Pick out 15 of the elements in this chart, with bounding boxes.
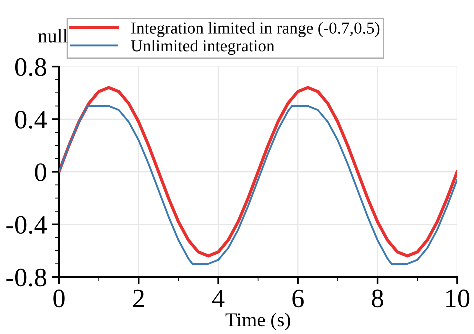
y-axis-title: null xyxy=(38,29,68,43)
legend-label: Integration limited in range (-0.7,0.5) xyxy=(132,22,380,38)
y-tick-label: 0 xyxy=(35,164,46,182)
x-tick-label: 2 xyxy=(133,290,144,308)
y-tick-label: -0.8 xyxy=(6,268,46,287)
x-tick-label: 6 xyxy=(292,290,304,308)
x-tick-label: 4 xyxy=(212,290,225,308)
x-axis-title: Time (s) xyxy=(226,312,290,331)
x-tick-label: 8 xyxy=(372,290,384,308)
legend-label: Unlimited integration xyxy=(131,40,275,56)
y-tick-label: -0.4 xyxy=(6,216,48,234)
x-tick-label: 0 xyxy=(54,290,65,308)
y-tick-label: 0.4 xyxy=(15,111,48,129)
x-tick-label: 10 xyxy=(446,290,470,308)
y-tick-label: 0.8 xyxy=(15,58,46,76)
